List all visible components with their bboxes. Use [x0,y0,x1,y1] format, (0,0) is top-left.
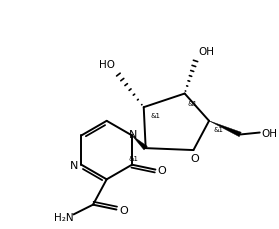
Text: N: N [129,130,137,140]
Text: &1: &1 [129,155,139,161]
Text: OH: OH [261,128,278,138]
Text: O: O [119,205,128,215]
Text: HO: HO [99,60,115,70]
Text: &1: &1 [214,126,224,132]
Text: &1: &1 [150,112,160,118]
Text: O: O [158,165,167,175]
Polygon shape [209,121,241,137]
Text: &1: &1 [187,101,198,107]
Polygon shape [132,136,147,150]
Text: N: N [70,160,79,170]
Text: O: O [190,153,199,163]
Text: H₂N: H₂N [54,213,74,222]
Text: OH: OH [198,46,214,56]
